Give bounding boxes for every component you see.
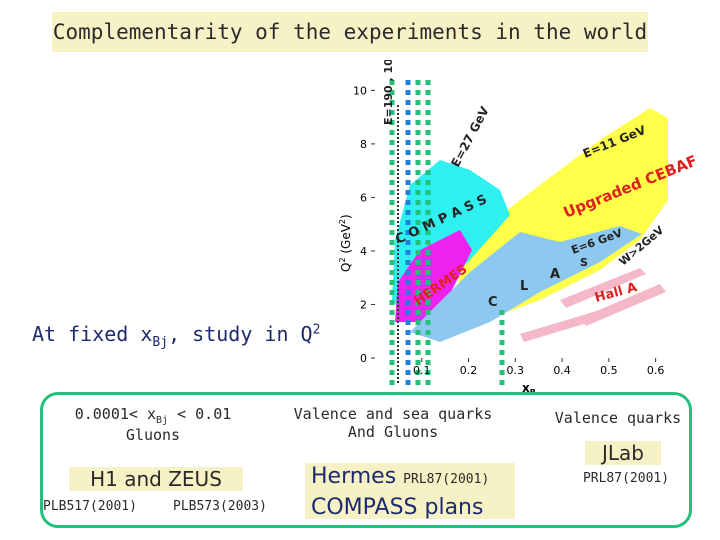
h1-box: H1 and ZEUS bbox=[69, 467, 243, 491]
region-label: E=27 GeV bbox=[448, 104, 492, 170]
text: Valence and sea quarks bbox=[293, 405, 493, 423]
text: 0.0001< xBj < 0.01 Gluons bbox=[53, 405, 253, 444]
text: 2 bbox=[338, 219, 347, 224]
text: Valence quarks bbox=[554, 409, 682, 427]
text: At fixed x bbox=[32, 322, 153, 346]
ref: PLB573(2003) bbox=[173, 499, 267, 514]
summary-panel: 0.0001< xBj < 0.01 Gluons H1 and ZEUS PLB… bbox=[40, 392, 692, 528]
region-label: A bbox=[550, 267, 560, 282]
region-label: S bbox=[580, 256, 588, 269]
region bbox=[560, 268, 646, 308]
slide-title: Complementarity of the experiments in th… bbox=[52, 12, 648, 52]
text: (GeV bbox=[339, 223, 353, 257]
text: x bbox=[522, 381, 530, 395]
y-tick-label: 0 bbox=[360, 352, 367, 365]
y-tick-label: 2 bbox=[360, 298, 367, 311]
x-axis-label: xB bbox=[522, 381, 536, 395]
x-tick-label: 0.6 bbox=[647, 364, 665, 377]
y-tick-label: 10 bbox=[353, 84, 367, 97]
sub: Bj bbox=[156, 415, 169, 426]
text: Gluons bbox=[125, 426, 181, 444]
text: Q bbox=[339, 263, 353, 272]
y-tick-label: 4 bbox=[360, 245, 367, 258]
text: B bbox=[530, 388, 536, 395]
x-tick-label: 0.5 bbox=[600, 364, 618, 377]
x-tick-label: 0.4 bbox=[553, 364, 571, 377]
text: 0.0001< x bbox=[74, 405, 156, 423]
region-label: E=190 , 100GeV bbox=[382, 60, 395, 125]
y-tick-label: 6 bbox=[360, 191, 367, 204]
note: At fixed xBj, study in Q2 bbox=[32, 322, 320, 350]
ref: PRL87(2001) bbox=[582, 471, 670, 486]
text: COMPASS plans bbox=[311, 495, 484, 520]
region bbox=[395, 230, 472, 322]
x-tick-label: 0.1 bbox=[413, 364, 431, 377]
hermes-box: Hermes PRL87(2001) COMPASS plans bbox=[305, 463, 515, 520]
text: , study in Q bbox=[168, 322, 313, 346]
text: 2 bbox=[338, 257, 347, 262]
text: ) bbox=[339, 214, 353, 219]
sub: Bj bbox=[152, 335, 169, 350]
region bbox=[520, 310, 604, 342]
text: Valence and sea quarks And Gluons bbox=[273, 405, 513, 441]
y-tick-label: 8 bbox=[360, 138, 367, 151]
text: Hermes bbox=[311, 464, 397, 489]
ref: PLB517(2001) bbox=[43, 499, 137, 514]
text: And Gluons bbox=[347, 423, 439, 441]
region bbox=[410, 226, 642, 342]
jlab-box: JLab bbox=[585, 441, 661, 465]
sup: 2 bbox=[312, 322, 321, 338]
x-tick-label: 0.2 bbox=[460, 364, 478, 377]
y-axis-label: Q2 (GeV2) bbox=[338, 214, 353, 272]
x-tick-label: 0.3 bbox=[507, 364, 525, 377]
ref: PRL87(2001) bbox=[403, 472, 490, 487]
region-label: C bbox=[488, 295, 498, 310]
region-label: L bbox=[520, 279, 528, 294]
experiment-lines bbox=[389, 80, 505, 385]
text: < 0.01 bbox=[168, 405, 232, 423]
